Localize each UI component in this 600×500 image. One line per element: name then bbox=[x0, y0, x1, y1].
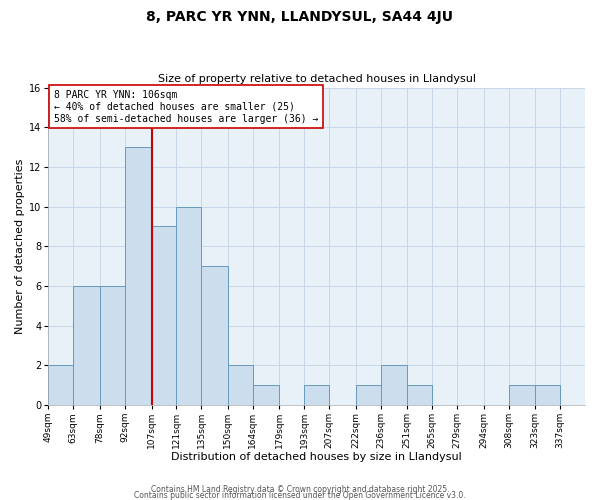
Bar bbox=[380, 366, 407, 405]
Title: Size of property relative to detached houses in Llandysul: Size of property relative to detached ho… bbox=[158, 74, 476, 84]
Bar bbox=[509, 385, 535, 405]
Bar bbox=[253, 385, 280, 405]
Bar bbox=[304, 385, 329, 405]
Text: 8 PARC YR YNN: 106sqm
← 40% of detached houses are smaller (25)
58% of semi-deta: 8 PARC YR YNN: 106sqm ← 40% of detached … bbox=[54, 90, 319, 124]
Text: 8, PARC YR YNN, LLANDYSUL, SA44 4JU: 8, PARC YR YNN, LLANDYSUL, SA44 4JU bbox=[146, 10, 454, 24]
Bar bbox=[73, 286, 100, 405]
Bar bbox=[356, 385, 380, 405]
Bar bbox=[407, 385, 432, 405]
Bar bbox=[125, 147, 152, 405]
Bar bbox=[176, 206, 201, 405]
Bar bbox=[49, 366, 73, 405]
Bar bbox=[152, 226, 176, 405]
X-axis label: Distribution of detached houses by size in Llandysul: Distribution of detached houses by size … bbox=[172, 452, 462, 462]
Text: Contains HM Land Registry data © Crown copyright and database right 2025.: Contains HM Land Registry data © Crown c… bbox=[151, 484, 449, 494]
Bar bbox=[100, 286, 125, 405]
Y-axis label: Number of detached properties: Number of detached properties bbox=[15, 158, 25, 334]
Bar bbox=[228, 366, 253, 405]
Bar bbox=[201, 266, 228, 405]
Bar bbox=[535, 385, 560, 405]
Text: Contains public sector information licensed under the Open Government Licence v3: Contains public sector information licen… bbox=[134, 490, 466, 500]
